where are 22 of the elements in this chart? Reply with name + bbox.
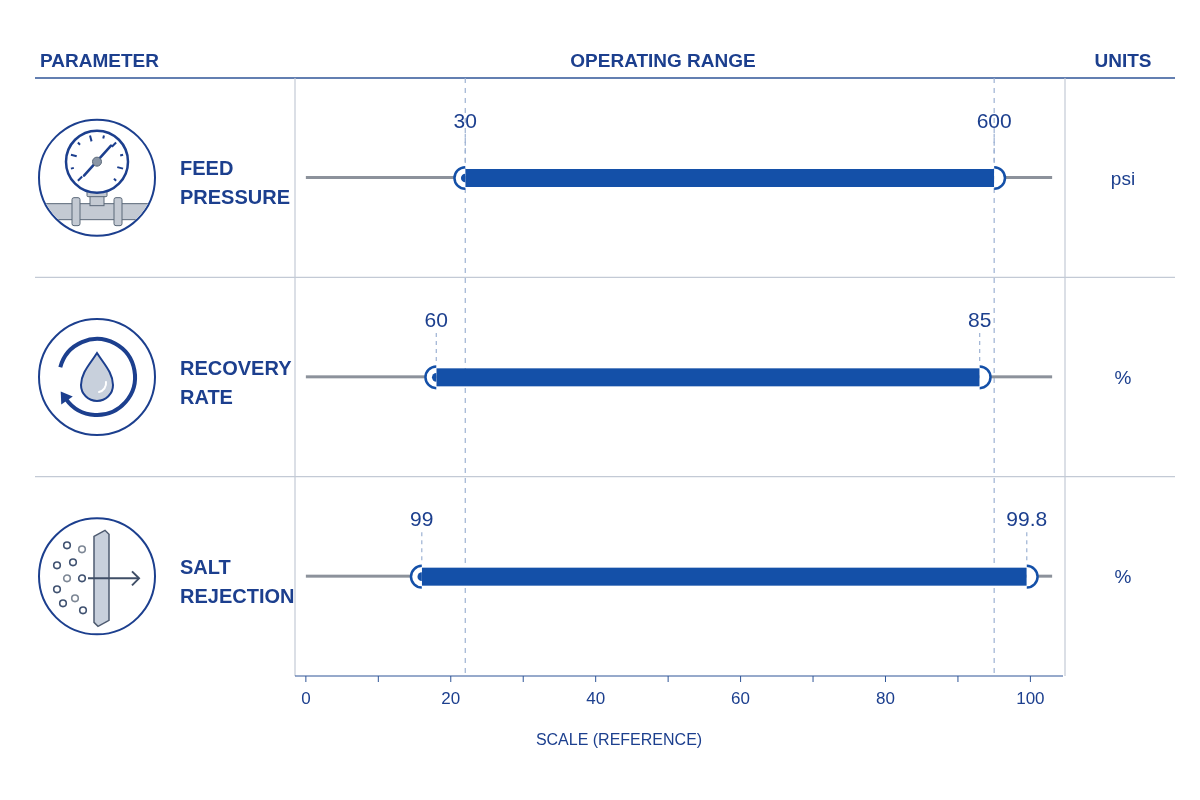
x-tick-label: 0 bbox=[301, 689, 311, 709]
chart-title: OPERATING RANGE bbox=[570, 50, 756, 71]
y2-axis-title: UNITS bbox=[1094, 50, 1152, 71]
x-tick-label: 100 bbox=[1016, 689, 1045, 709]
x-tick-label: 20 bbox=[441, 689, 461, 709]
annotation: 60 bbox=[424, 308, 448, 331]
annotation: 99 bbox=[410, 507, 434, 531]
annotation: 99.8 bbox=[1006, 507, 1048, 531]
annotation: 85 bbox=[968, 308, 992, 331]
y-tick-label: RECOVERY RATE bbox=[180, 356, 293, 408]
y-tick-label: SALT REJECTION bbox=[180, 555, 295, 607]
y-tick-label: FEED PRESSURE bbox=[180, 157, 291, 209]
x-axis-title: SCALE (REFERENCE) bbox=[535, 731, 703, 748]
annotation: 30 bbox=[453, 108, 477, 132]
x-tick-label: 40 bbox=[586, 689, 606, 709]
x-tick-label: 80 bbox=[876, 689, 895, 709]
y2-tick-label: % bbox=[1114, 367, 1132, 388]
y2-tick-label: % bbox=[1114, 566, 1132, 588]
x-tick-label: 60 bbox=[731, 689, 751, 709]
y-axis-title: PARAMETER bbox=[40, 50, 160, 71]
y2-tick-label: psi bbox=[1110, 167, 1136, 189]
annotation: 600 bbox=[976, 108, 1012, 132]
